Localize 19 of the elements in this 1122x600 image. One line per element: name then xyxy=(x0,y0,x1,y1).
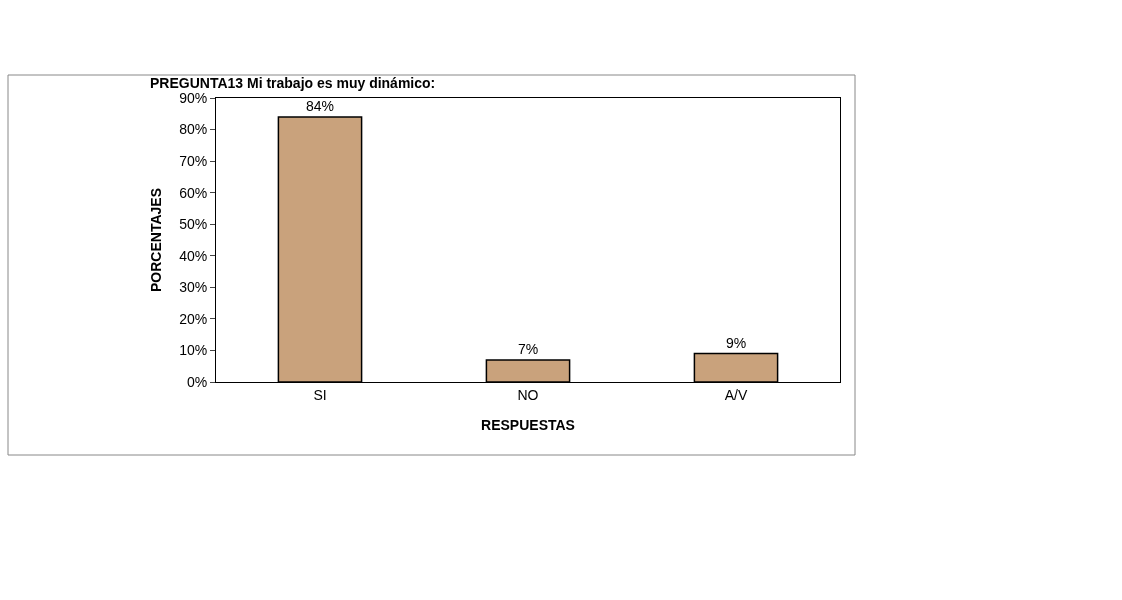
y-tick-label: 0% xyxy=(186,373,208,390)
data-label: 7% xyxy=(517,340,539,357)
x-axis-title: RESPUESTAS xyxy=(481,417,575,434)
y-tick-label: 90% xyxy=(179,89,208,106)
chart-title: PREGUNTA13 Mi trabajo es muy dinámico: xyxy=(150,74,436,91)
y-tick-label: 50% xyxy=(179,216,208,233)
y-tick-label: 20% xyxy=(179,310,208,327)
x-tick-label: SI xyxy=(313,386,327,403)
data-label: 84% xyxy=(305,97,335,114)
y-tick-label: 10% xyxy=(179,342,208,359)
y-tick-label: 70% xyxy=(179,153,208,170)
y-axis-title: PORCENTAJES xyxy=(147,188,164,292)
y-tick-label: 60% xyxy=(179,184,208,201)
y-tick-label: 40% xyxy=(179,247,208,264)
y-tick-label: 30% xyxy=(179,279,208,296)
x-tick-label: A/V xyxy=(724,386,748,403)
y-tick-label: 80% xyxy=(179,121,208,138)
x-tick-label: NO xyxy=(517,386,539,403)
data-label: 9% xyxy=(725,334,747,351)
